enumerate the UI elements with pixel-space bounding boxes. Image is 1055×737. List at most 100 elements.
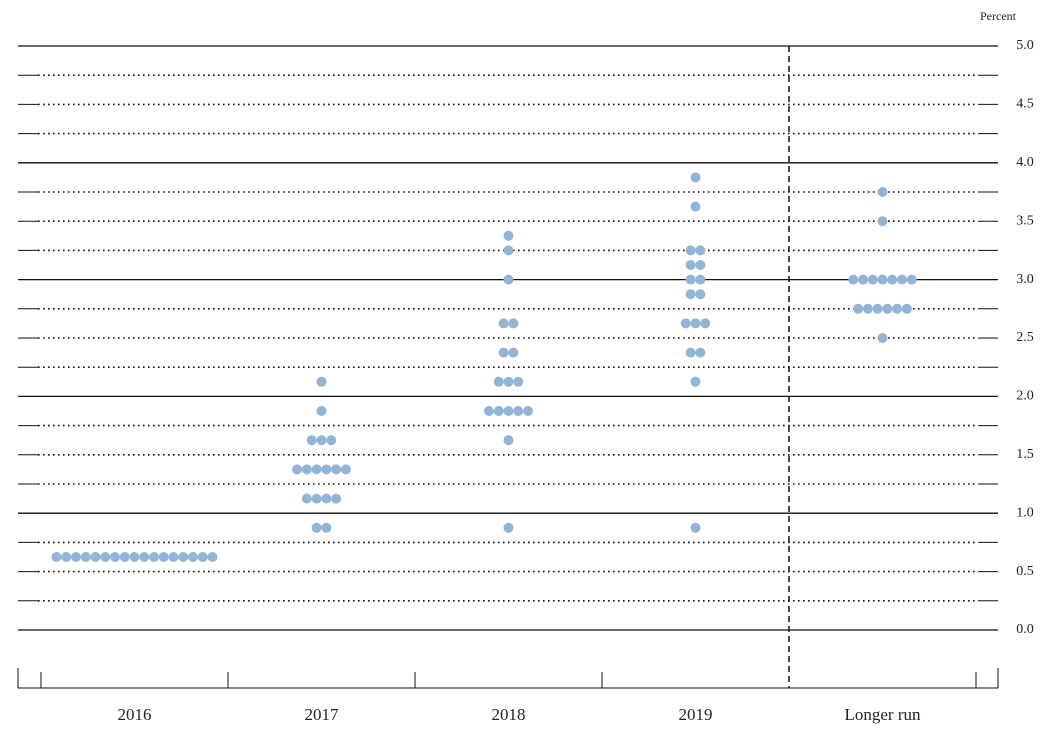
dot (119, 552, 130, 562)
dot (188, 552, 198, 562)
dot (503, 522, 514, 533)
dot (129, 552, 140, 562)
dot (110, 552, 120, 562)
dot (690, 522, 701, 533)
x-tick-label: 2016 (118, 705, 152, 724)
dot (848, 274, 859, 285)
dot (306, 435, 317, 446)
y-tick-label: 3.0 (1016, 272, 1034, 287)
dot (149, 552, 159, 562)
dot (197, 552, 208, 562)
dot (906, 274, 917, 285)
dot (685, 274, 696, 285)
dot (680, 318, 691, 329)
dot (887, 274, 898, 285)
y-tick-label: 1.5 (1016, 447, 1034, 462)
x-tick-label: 2018 (492, 705, 526, 724)
dot (695, 347, 706, 358)
dot (867, 274, 878, 285)
dot (51, 552, 62, 562)
dot (695, 245, 706, 256)
dot (523, 406, 533, 416)
dot (71, 552, 81, 562)
dot (892, 303, 903, 314)
dot (139, 552, 150, 562)
dot (484, 406, 494, 416)
dot (877, 274, 888, 285)
dot (695, 260, 706, 270)
dot (858, 274, 868, 285)
dot (853, 303, 864, 314)
y-tick-label: 2.0 (1016, 389, 1034, 404)
y-tick-label: 0.0 (1016, 622, 1034, 637)
dot (690, 318, 701, 329)
dot (685, 347, 696, 358)
dot (503, 376, 514, 387)
dot (292, 464, 303, 475)
y-tick-label: 1.0 (1016, 505, 1034, 520)
dot (340, 464, 351, 475)
dot (690, 172, 701, 183)
y-tick-label: 2.5 (1016, 330, 1034, 345)
dot (498, 347, 509, 358)
dot (301, 464, 312, 475)
dot (877, 187, 888, 197)
dot (503, 406, 514, 416)
y-tick-label: 4.5 (1016, 97, 1034, 112)
dot (690, 376, 701, 387)
y-tick-label: 5.0 (1016, 38, 1034, 53)
dot (316, 406, 327, 416)
dot (326, 435, 337, 446)
dot (503, 274, 514, 285)
dot (331, 493, 342, 504)
dot (882, 303, 893, 314)
dot (503, 230, 514, 241)
dot (877, 333, 888, 343)
dot (61, 552, 72, 562)
dot (695, 274, 706, 285)
dot (503, 435, 514, 446)
dot (493, 376, 504, 387)
dot (503, 245, 514, 256)
dot (321, 493, 332, 504)
y-tick-label: 0.5 (1016, 564, 1034, 579)
x-tick-label: 2017 (305, 705, 340, 724)
dot (321, 464, 332, 475)
dot (321, 522, 332, 533)
dot (685, 260, 696, 270)
dot (513, 376, 524, 387)
dot (508, 347, 519, 358)
dot (316, 376, 327, 387)
y-axis-label: Percent (980, 9, 1017, 23)
y-tick-label: 4.0 (1016, 155, 1034, 170)
dot (311, 464, 322, 475)
dot (168, 552, 179, 562)
dot (331, 464, 342, 475)
dot (316, 435, 327, 446)
dot (897, 274, 907, 285)
dot (690, 201, 701, 212)
dot (872, 303, 883, 314)
dot (90, 552, 101, 562)
dot (207, 552, 218, 562)
dot (178, 552, 189, 562)
dot (513, 406, 524, 416)
dot (508, 318, 519, 329)
dot (80, 552, 91, 562)
dot (301, 493, 312, 504)
dot (498, 318, 509, 329)
dot (311, 522, 322, 533)
dot (862, 303, 873, 314)
dot (877, 216, 888, 227)
dot (901, 303, 912, 314)
dot (311, 493, 322, 504)
dot (158, 552, 169, 562)
dot (685, 289, 696, 300)
dot (100, 552, 111, 562)
dot (685, 245, 696, 256)
y-tick-label: 3.5 (1016, 213, 1034, 228)
dot (493, 406, 504, 416)
x-tick-label: Longer run (844, 705, 921, 724)
x-tick-label: 2019 (679, 705, 713, 724)
